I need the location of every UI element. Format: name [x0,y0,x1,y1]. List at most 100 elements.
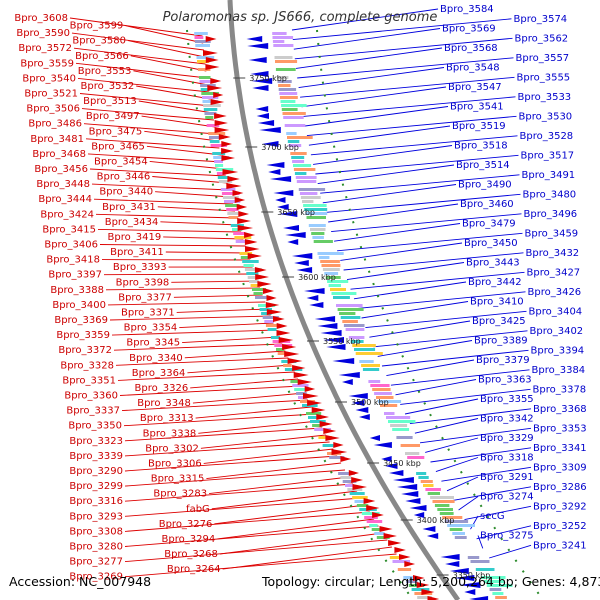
right-leader-line [357,291,526,309]
left-gene-label: Bpro_3444 [38,194,92,205]
feature-mark [361,512,380,515]
left-leader-line [217,518,375,540]
right-gene-label: Bpro_3584 [440,4,494,15]
feature-mark [370,384,390,387]
left-gene-label: Bpro_3371 [121,307,175,318]
feature-mark [430,496,454,499]
feature-mark [277,76,289,79]
left-leader-line [195,406,312,419]
right-gene-label: Bpro_3528 [520,131,574,142]
feature-mark [384,412,395,415]
forward-gene-arrow [404,561,416,567]
feature-mark [492,592,504,595]
feature-mark [278,88,297,91]
feature-mark [320,260,340,263]
feature-mark [205,116,214,119]
feature-mark [337,308,364,311]
reverse-gene-arrow [326,344,346,350]
reverse-gene-arrow [355,407,369,413]
reverse-gene-arrow [348,393,368,399]
right-gene-label: Bpro_3496 [524,209,578,220]
right-leader-line [303,96,516,117]
right-leader-line [452,486,532,501]
forward-gene-arrow [333,442,344,448]
left-gene-label: Bpro_3308 [69,526,123,537]
right-leader-line [337,232,523,252]
feature-mark [380,404,398,407]
right-gene-label: Bpro_3318 [480,453,534,464]
right-gene-label: Bpro_3341 [533,443,587,454]
feature-mark [442,516,463,519]
feature-mark [369,524,378,527]
left-leader-line [206,462,342,480]
left-gene-label: Bpro_3268 [164,549,218,560]
reverse-gene-arrow [440,554,460,560]
right-leader-line [331,213,522,233]
right-leader-line [300,76,515,98]
right-leader-line [346,262,465,281]
forward-gene-arrow [413,575,425,581]
feature-mark [340,316,361,319]
feature-mark [262,316,279,319]
feature-mark [201,92,219,95]
feature-mark [209,136,224,139]
feature-mark [342,320,358,323]
genome-backbone [186,0,544,600]
feature-mark [427,492,440,495]
feature-mark [324,272,339,275]
left-gene-label: Bpro_3506 [26,104,80,115]
right-leader-line [369,320,471,338]
feature-mark [420,480,433,483]
right-leader-line [386,359,475,377]
feature-mark [232,228,243,231]
right-gene-label: Bpro_3568 [444,43,498,54]
feature-mark [227,212,240,215]
left-leader-line [203,448,334,464]
reverse-gene-arrow [252,85,269,91]
forward-gene-arrow [205,57,219,63]
right-leader-line [381,349,529,367]
feature-mark [338,472,355,475]
feature-mark [194,36,204,39]
right-leader-line [294,37,513,60]
right-gene-label: Bpro_3450 [464,238,518,249]
feature-mark [327,280,349,283]
feature-mark [279,92,298,95]
left-leader-line [77,77,210,93]
feature-mark [454,536,467,539]
feature-mark [300,196,321,199]
feature-mark [322,444,335,447]
left-leader-line [182,336,280,344]
feature-mark [489,588,502,591]
left-leader-line [117,371,295,381]
left-leader-line [149,160,225,170]
left-leader-line [124,497,362,517]
reverse-gene-arrow [309,302,324,308]
left-leader-line [184,350,286,359]
left-leader-line [113,343,283,351]
left-leader-line [138,100,213,114]
feature-mark [339,312,356,315]
feature-mark [405,452,420,455]
feature-mark [275,60,298,63]
feature-mark [356,504,369,507]
left-leader-line [176,308,269,313]
feature-mark [317,252,344,255]
forward-gene-arrow [311,407,326,413]
forward-gene-arrow [244,239,258,245]
right-gene-label: Bpro_3547 [448,82,502,93]
left-gene-label: Bpro_3418 [46,255,100,266]
feature-mark [304,208,328,211]
left-leader-line [75,62,208,79]
left-gene-label: fabG [186,504,210,515]
feature-mark [389,556,402,559]
feature-mark [195,44,210,47]
accession-text: Accession: NC_007948 [9,574,151,589]
feature-mark [276,348,285,351]
reverse-gene-arrow [459,582,481,588]
forward-gene-arrow [236,204,248,210]
feature-mark [293,164,312,167]
right-leader-line [295,47,443,69]
right-gene-label: Bpro_3355 [480,394,534,405]
feature-mark [397,568,412,571]
